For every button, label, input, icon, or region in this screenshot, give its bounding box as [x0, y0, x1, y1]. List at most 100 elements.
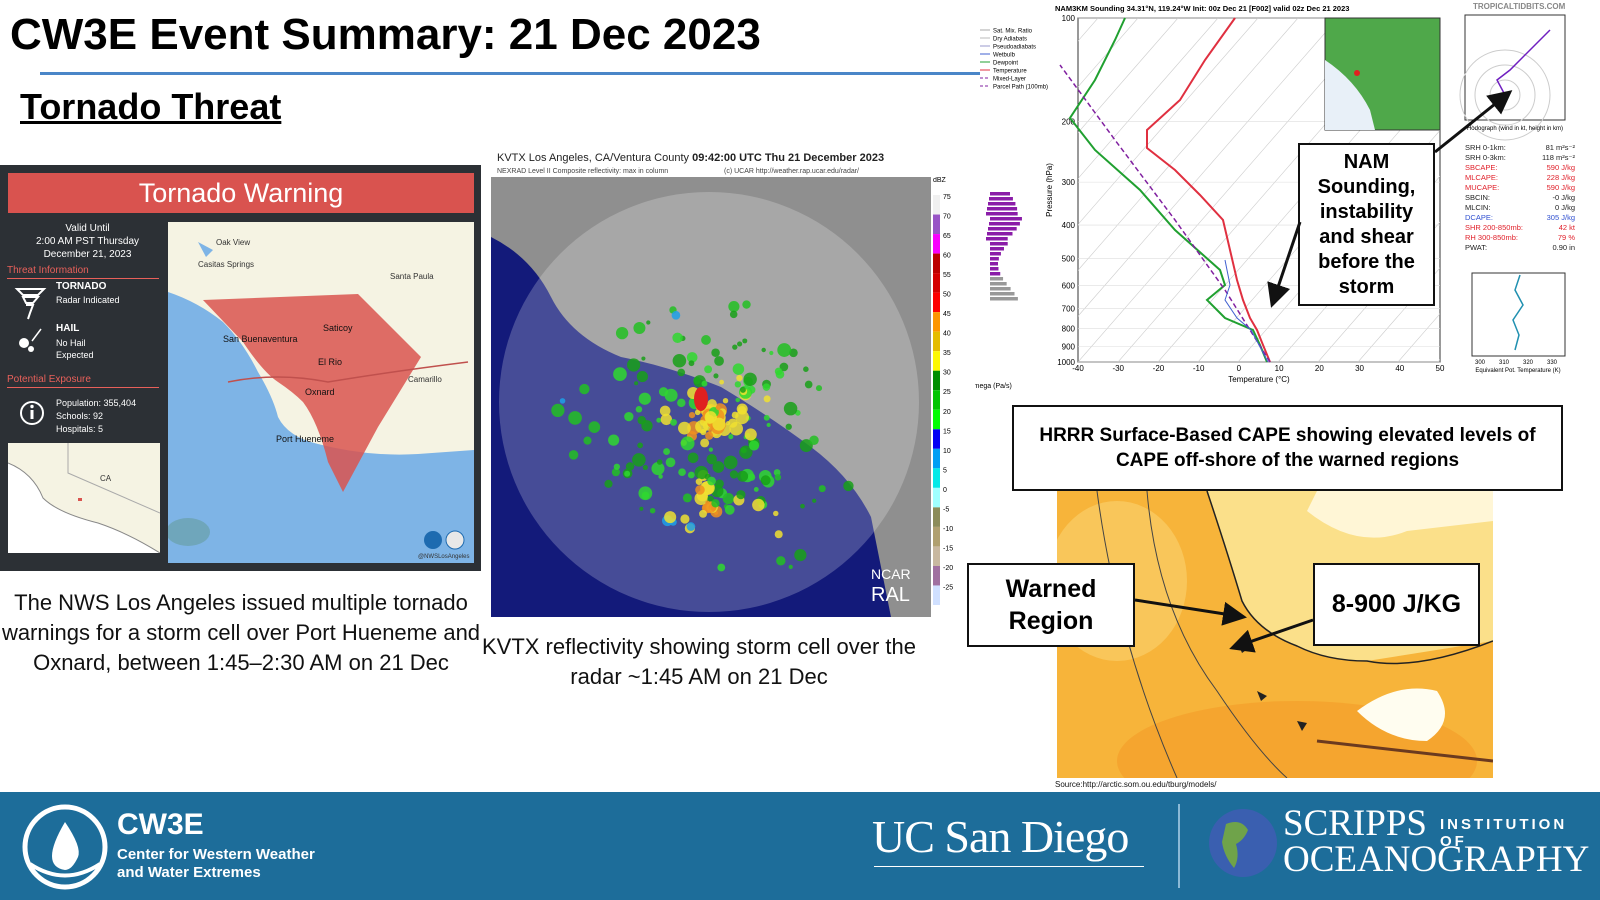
rule: [7, 387, 159, 388]
section-title: Tornado Threat: [20, 86, 282, 127]
ucsd-rule: [874, 866, 1144, 867]
echo: [766, 422, 771, 428]
echo: [635, 405, 643, 413]
omega-bar: [987, 207, 1018, 211]
echo: [739, 445, 753, 459]
pressure-label: 400: [1062, 221, 1076, 230]
tornado-icon: [14, 288, 47, 320]
logo-ring: [22, 804, 108, 890]
theta-frame: [1471, 272, 1566, 357]
ucsd-logo: UC San Diego: [872, 811, 1129, 862]
radar-logo: RAL: [871, 584, 910, 606]
temperature-label: 40: [1395, 364, 1404, 373]
pressure-label: 800: [1062, 325, 1076, 334]
isotherm: [975, 18, 978, 362]
omega-bar: [986, 237, 1008, 241]
warning-spot: [78, 498, 82, 501]
place-labels: Oak View Casitas Springs Santa Paula Sat…: [198, 238, 469, 560]
echo: [663, 448, 670, 455]
echo: [785, 423, 792, 430]
land-cape: [1307, 491, 1493, 538]
border: [1316, 739, 1493, 763]
place: Oak View: [216, 238, 250, 247]
omega-bar: [986, 212, 1018, 216]
isotherm: [1078, 18, 1219, 179]
echo: [742, 300, 751, 309]
echo: [705, 414, 715, 424]
echo: [739, 386, 746, 393]
colorbar-label: -5: [943, 506, 949, 513]
theta-label: Equivalent Pot. Temperature (K): [1475, 368, 1560, 374]
echo: [701, 335, 711, 345]
pressure-label: 1000: [1057, 358, 1075, 367]
colorbar-label: 55: [943, 272, 951, 279]
colorbar-cell: [933, 487, 940, 508]
omega-bar: [990, 242, 1008, 246]
storm-core: [694, 387, 708, 411]
logo-drop: [52, 822, 79, 870]
index-label: RH 300-850mb:: [1465, 233, 1518, 242]
echo: [641, 356, 646, 361]
echo: [783, 401, 798, 416]
echo: [732, 344, 738, 350]
echo: [660, 413, 673, 426]
echo: [803, 366, 809, 372]
echo: [748, 440, 760, 451]
index-label: MLCAPE:: [1465, 173, 1498, 182]
colorbar-cell: [933, 214, 940, 235]
colorbar-cell: [933, 351, 940, 371]
index-value: 42 kt: [1559, 223, 1576, 232]
temperature-label: -20: [1153, 364, 1165, 373]
echo: [604, 479, 613, 488]
globe: [1209, 809, 1277, 877]
echo: [779, 362, 789, 372]
echo: [642, 464, 648, 470]
hodo-trace: [1496, 29, 1551, 96]
colorbar-label: 35: [943, 350, 951, 357]
legend-label: Parcel Path (100mb): [993, 85, 1048, 91]
echo: [774, 367, 783, 376]
index-value: 305 J/kg: [1547, 213, 1575, 222]
exposure-list: Population: 355,404 Schools: 92 Hospital…: [56, 397, 136, 436]
echo: [800, 503, 805, 509]
echo: [639, 506, 644, 511]
index-label: SHR 200-850mb:: [1465, 223, 1523, 232]
echo: [656, 417, 662, 423]
radar-image: NCAR RAL: [491, 177, 931, 617]
colorbar-cell: [933, 253, 940, 274]
lake: [198, 242, 213, 257]
isotherm: [1078, 18, 1299, 271]
info-glyph: [30, 404, 34, 409]
pressure-label: 300: [1062, 178, 1076, 187]
colorbar-cell: [933, 448, 940, 469]
colorbar-cell: [933, 370, 940, 391]
echo: [769, 350, 774, 356]
echo: [736, 490, 746, 500]
echo: [695, 478, 703, 485]
colorbar-label: -25: [943, 584, 953, 591]
temperature-label: 10: [1275, 364, 1284, 373]
echo: [677, 398, 686, 408]
land-cape: [1357, 688, 1445, 741]
slide-title: CW3E Event Summary: 21 Dec 2023: [10, 10, 761, 59]
theta-tick: 320: [1523, 360, 1534, 366]
echo: [588, 421, 601, 433]
echo: [649, 507, 656, 514]
noaa-logo: [424, 531, 442, 549]
omega-bar: [990, 192, 1010, 196]
echo: [680, 514, 690, 524]
echo: [737, 341, 743, 347]
echo: [706, 454, 717, 465]
echo: [705, 431, 714, 440]
inset-ocean: [1325, 60, 1375, 130]
echo: [737, 470, 749, 482]
colorbar-label: 20: [943, 409, 951, 416]
divider: [1178, 804, 1180, 888]
threat-heading: Threat Information: [7, 265, 89, 276]
echo: [658, 474, 663, 479]
echo: [636, 370, 648, 383]
place: Casitas Springs: [198, 260, 254, 269]
sounding: NAM3KM Sounding 34.31°N, 119.24°W Init: …: [975, 2, 1576, 390]
info-circle: [20, 401, 44, 425]
hail-icon: [28, 346, 34, 352]
